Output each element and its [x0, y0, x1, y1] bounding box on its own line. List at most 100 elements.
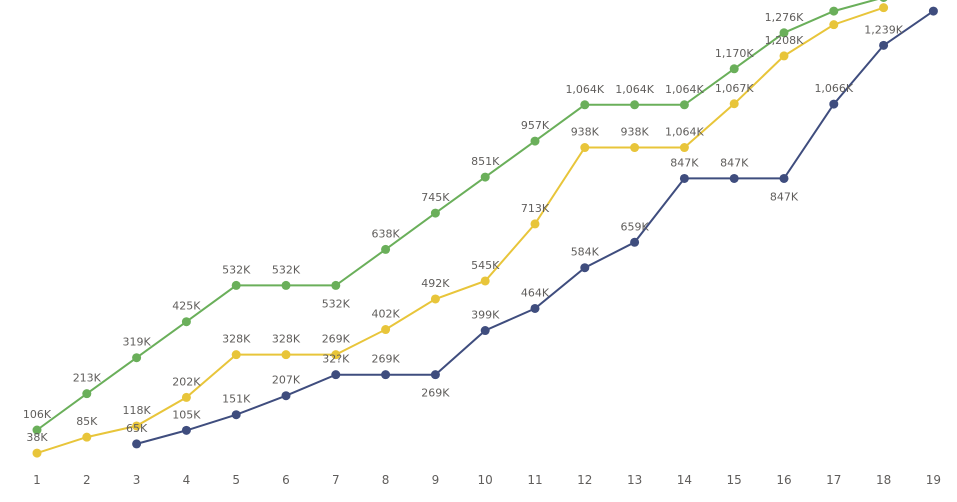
data-point[interactable] [729, 173, 739, 183]
data-point[interactable] [630, 143, 640, 153]
data-point[interactable] [231, 280, 241, 290]
x-tick-label: 16 [776, 473, 791, 487]
data-label: 213K [73, 372, 102, 385]
data-point[interactable] [729, 64, 739, 74]
data-point[interactable] [181, 425, 191, 435]
data-label: 1,170K [715, 47, 754, 60]
data-label: 851K [471, 155, 500, 168]
x-tick-label: 12 [577, 473, 592, 487]
data-label: 1,239K [864, 23, 903, 36]
data-label: 464K [521, 286, 550, 299]
x-tick-label: 17 [826, 473, 841, 487]
series-2-line [36, 6, 884, 455]
data-point[interactable] [281, 391, 291, 401]
data-point[interactable] [331, 350, 341, 360]
data-label: 269K [371, 353, 400, 366]
data-point[interactable] [231, 410, 241, 420]
x-tick-label: 6 [282, 473, 290, 487]
x-tick-label: 4 [183, 473, 191, 487]
data-point[interactable] [679, 100, 689, 110]
data-label: 938K [620, 126, 649, 139]
x-tick-label: 11 [527, 473, 542, 487]
x-tick-label: 9 [432, 473, 440, 487]
data-label: 1,064K [665, 126, 704, 139]
data-point[interactable] [580, 143, 590, 153]
data-point[interactable] [530, 303, 540, 313]
data-label: 532K [322, 297, 351, 310]
data-point[interactable] [580, 263, 590, 273]
data-point[interactable] [132, 421, 142, 431]
data-point[interactable] [181, 392, 191, 402]
data-point[interactable] [530, 219, 540, 229]
data-label: 269K [421, 387, 450, 400]
data-label: 492K [421, 277, 450, 290]
data-point[interactable] [381, 325, 391, 335]
data-point[interactable] [829, 99, 839, 109]
data-point[interactable] [181, 317, 191, 327]
data-point[interactable] [480, 276, 490, 286]
data-point[interactable] [82, 432, 92, 442]
data-point[interactable] [331, 280, 341, 290]
data-point[interactable] [430, 208, 440, 218]
x-tick-label: 8 [382, 473, 390, 487]
data-point[interactable] [928, 6, 938, 16]
x-tick-label: 5 [232, 473, 240, 487]
data-point[interactable] [480, 326, 490, 336]
data-point[interactable] [231, 350, 241, 360]
data-point[interactable] [829, 20, 839, 30]
data-point[interactable] [32, 448, 42, 458]
x-tick-label: 15 [727, 473, 742, 487]
data-point[interactable] [630, 100, 640, 110]
data-label: 85K [76, 415, 98, 428]
data-label: 1,064K [565, 83, 604, 96]
data-point[interactable] [381, 370, 391, 380]
series-3: 65K 105K 151K 207K 32?K 269K 269K 399K 464K 584K 6… [126, 6, 938, 449]
data-point[interactable] [630, 237, 640, 247]
data-point[interactable] [679, 143, 689, 153]
data-point[interactable] [132, 439, 142, 449]
data-label: 1,064K [615, 83, 654, 96]
data-point[interactable] [82, 389, 92, 399]
data-label: 202K [172, 375, 201, 388]
data-label: 151K [222, 393, 251, 406]
data-point[interactable] [879, 3, 889, 13]
data-label: 328K [272, 333, 301, 346]
x-tick-label: 1 [33, 473, 41, 487]
data-label: 328K [222, 333, 251, 346]
data-label: 1,067K [715, 82, 754, 95]
data-point[interactable] [32, 425, 42, 435]
data-point[interactable] [679, 173, 689, 183]
data-label: 847K [720, 156, 749, 169]
data-point[interactable] [430, 294, 440, 304]
data-point[interactable] [530, 136, 540, 146]
x-tick-label: 18 [876, 473, 891, 487]
data-label: 713K [521, 202, 550, 215]
data-label: 105K [172, 408, 201, 421]
data-point[interactable] [281, 280, 291, 290]
x-tick-label: 2 [83, 473, 91, 487]
data-point[interactable] [381, 244, 391, 254]
data-point[interactable] [879, 0, 888, 2]
data-label: 532K [272, 263, 301, 276]
data-point[interactable] [580, 100, 590, 110]
data-point[interactable] [779, 173, 789, 183]
data-point[interactable] [132, 353, 142, 363]
data-label: 319K [122, 336, 151, 349]
data-label: 745K [421, 191, 450, 204]
data-point[interactable] [879, 40, 889, 50]
x-tick-label: 13 [627, 473, 642, 487]
x-tick-label: 10 [478, 473, 493, 487]
data-point[interactable] [281, 350, 291, 360]
data-point[interactable] [779, 28, 789, 38]
data-point[interactable] [729, 99, 739, 109]
data-label: 532K [222, 263, 251, 276]
data-point[interactable] [829, 6, 839, 16]
data-point[interactable] [331, 370, 341, 380]
x-axis: 1 2 3 4 5 6 7 8 9 10 11 12 13 14 15 16 17 18 19 [33, 473, 941, 487]
data-label: 638K [371, 227, 400, 240]
data-point[interactable] [480, 172, 490, 182]
data-label: 32?K [322, 353, 350, 366]
data-point[interactable] [779, 51, 789, 61]
data-point[interactable] [430, 370, 440, 380]
data-label: 957K [521, 119, 550, 132]
